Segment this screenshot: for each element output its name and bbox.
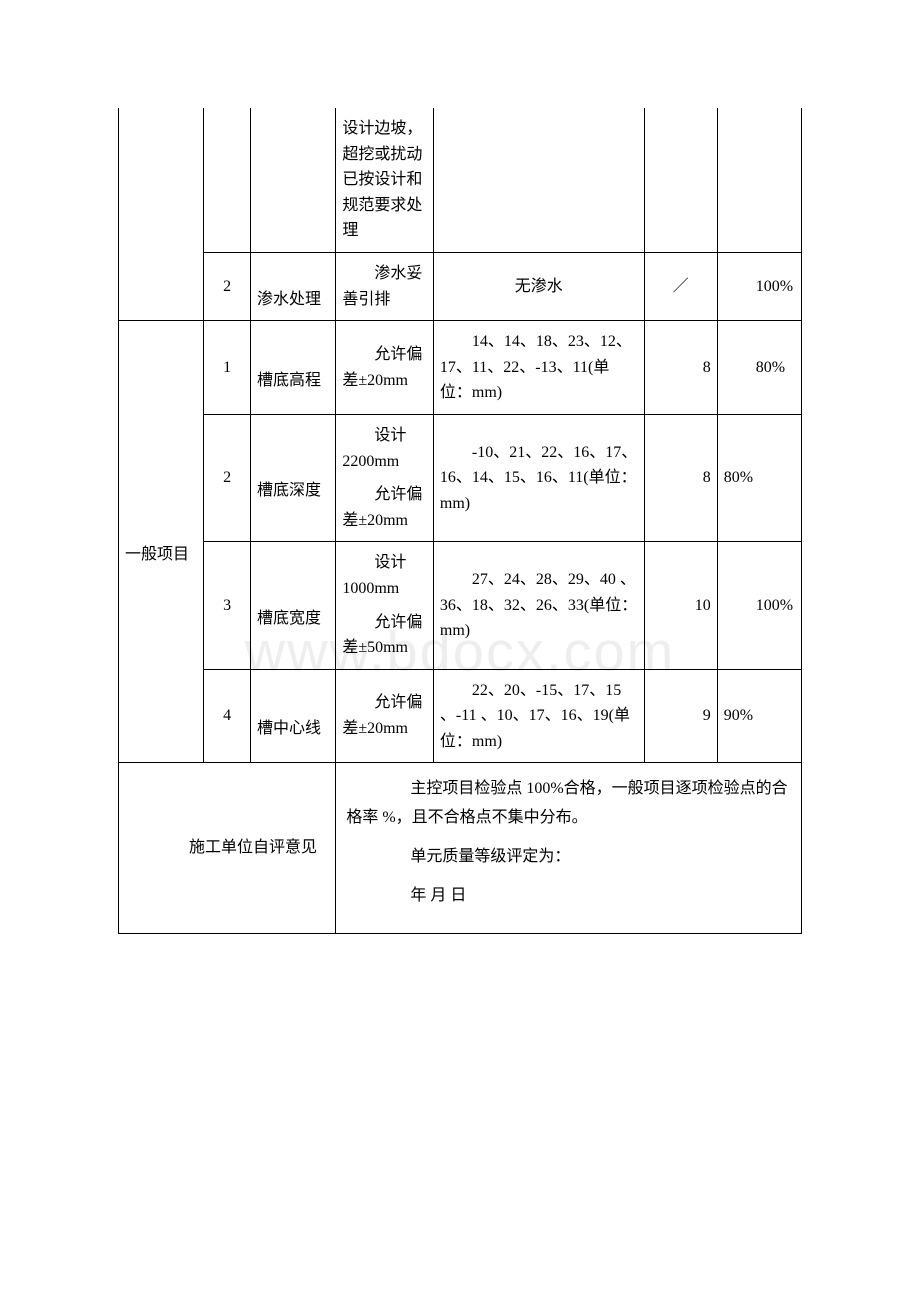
cell-spec-r5: 设计1000mm 允许偏差±50mm [336,542,434,669]
table-row: 4 槽中心线 允许偏差±20mm 22、20、-15、17、15 、-11 、1… [119,669,802,763]
table-row: 3 槽底宽度 设计1000mm 允许偏差±50mm 27、24、28、29、40… [119,542,802,669]
cell-num-r4: 2 [204,414,251,541]
cell-num-r5: 3 [204,542,251,669]
cell-measure-r5: 27、24、28、29、40 、36、18、32、26、33(单位：mm) [433,542,644,669]
cell-measure-r6: 22、20、-15、17、15 、-11 、10、17、16、19(单位：mm) [433,669,644,763]
cell-item-r3: 槽底高程 [250,321,335,415]
cell-spec-r6: 允许偏差±20mm [336,669,434,763]
cell-rate-empty [717,108,801,252]
cell-num-empty [204,108,251,252]
table-row: 2 槽底深度 设计2200mm 允许偏差±20mm -10、21、22、16、1… [119,414,802,541]
cell-pass-r4: 8 [644,414,717,541]
cell-rate-r4: 80% [717,414,801,541]
cell-measure-empty [433,108,644,252]
cell-measure-r2: 无渗水 [433,252,644,320]
table-row-summary: 施工单位自评意见 主控项目检验点 100%合格，一般项目逐项检验点的合格率 %，… [119,763,802,933]
cell-item-r5: 槽底宽度 [250,542,335,669]
cell-item-empty [250,108,335,252]
cell-pass-empty [644,108,717,252]
cell-summary-label: 施工单位自评意见 [119,763,336,933]
cell-pass-r2: ／ [644,252,717,320]
inspection-table: 设计边坡，超挖或扰动已按设计和规范要求处理 2 渗水处理 渗水妥善引排 无渗水 … [118,108,802,934]
cell-num-r6: 4 [204,669,251,763]
summary-line2: 单元质量等级评定为： [346,843,791,872]
cell-category-general: 一般项目 [119,321,204,763]
cell-rate-r2: 100% [717,252,801,320]
cell-num-r3: 1 [204,321,251,415]
cell-pass-r3: 8 [644,321,717,415]
spec-line2-r5: 允许偏差±50mm [342,610,427,661]
cell-pass-r5: 10 [644,542,717,669]
table-row: 一般项目 1 槽底高程 允许偏差±20mm 14、14、18、23、12、17、… [119,321,802,415]
cell-rate-r3: 80% [717,321,801,415]
spec-line1-r5: 设计1000mm [342,550,427,601]
table-row: 2 渗水处理 渗水妥善引排 无渗水 ／ 100% [119,252,802,320]
cell-spec-r2: 渗水妥善引排 [336,252,434,320]
cell-category-empty [119,108,204,321]
cell-measure-r4: -10、21、22、16、17、16、14、15、16、11(单位：mm) [433,414,644,541]
cell-item-r4: 槽底深度 [250,414,335,541]
cell-summary-content: 主控项目检验点 100%合格，一般项目逐项检验点的合格率 %，且不合格点不集中分… [336,763,802,933]
summary-line3: 年 月 日 [346,882,791,911]
spec-line1-r4: 设计2200mm [342,423,427,474]
cell-pass-r6: 9 [644,669,717,763]
cell-spec-r3: 允许偏差±20mm [336,321,434,415]
spec-line2-r4: 允许偏差±20mm [342,482,427,533]
cell-rate-r5: 100% [717,542,801,669]
table-row: 设计边坡，超挖或扰动已按设计和规范要求处理 [119,108,802,252]
cell-measure-r3: 14、14、18、23、12、17、11、22、-13、11(单位：mm) [433,321,644,415]
summary-line1: 主控项目检验点 100%合格，一般项目逐项检验点的合格率 %，且不合格点不集中分… [346,775,791,833]
cell-rate-r6: 90% [717,669,801,763]
cell-spec-r4: 设计2200mm 允许偏差±20mm [336,414,434,541]
cell-item-r2: 渗水处理 [250,252,335,320]
cell-spec-r1: 设计边坡，超挖或扰动已按设计和规范要求处理 [336,108,434,252]
cell-num-r2: 2 [204,252,251,320]
cell-item-r6: 槽中心线 [250,669,335,763]
